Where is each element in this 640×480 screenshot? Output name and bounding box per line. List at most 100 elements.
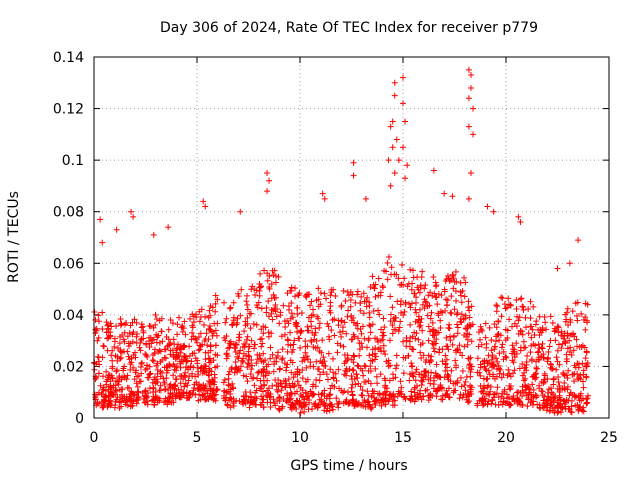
data-point bbox=[268, 281, 275, 288]
data-point bbox=[369, 351, 376, 358]
data-point bbox=[176, 345, 183, 352]
data-point bbox=[354, 288, 361, 295]
data-point bbox=[464, 330, 471, 337]
data-point bbox=[293, 406, 300, 413]
data-point bbox=[384, 259, 391, 266]
data-point bbox=[172, 355, 179, 362]
data-point bbox=[476, 397, 483, 404]
data-point bbox=[104, 335, 111, 342]
data-point bbox=[331, 332, 338, 339]
data-point bbox=[387, 311, 394, 318]
data-point bbox=[327, 385, 334, 392]
data-point bbox=[380, 329, 387, 336]
data-point bbox=[389, 330, 396, 337]
data-point bbox=[251, 345, 258, 352]
outlier-point bbox=[165, 224, 172, 231]
data-point bbox=[536, 382, 543, 389]
data-point bbox=[553, 366, 560, 373]
data-point bbox=[243, 298, 250, 305]
data-point bbox=[327, 299, 334, 306]
data-point bbox=[462, 279, 469, 286]
data-point bbox=[325, 333, 332, 340]
data-point bbox=[553, 354, 560, 361]
data-point bbox=[149, 379, 156, 386]
data-point bbox=[214, 296, 221, 303]
data-point bbox=[210, 357, 217, 364]
data-point bbox=[190, 387, 197, 394]
data-point bbox=[382, 377, 389, 384]
data-point bbox=[506, 370, 513, 377]
data-point bbox=[554, 358, 561, 365]
data-point bbox=[545, 349, 552, 356]
data-point bbox=[99, 309, 106, 316]
data-point bbox=[340, 343, 347, 350]
data-point bbox=[120, 395, 127, 402]
data-point bbox=[241, 340, 248, 347]
data-point bbox=[308, 298, 315, 305]
data-point bbox=[550, 376, 557, 383]
data-point bbox=[522, 375, 529, 382]
data-point bbox=[557, 404, 564, 411]
data-point bbox=[427, 358, 434, 365]
data-point bbox=[453, 297, 460, 304]
data-point bbox=[396, 324, 403, 331]
data-point bbox=[383, 385, 390, 392]
data-point bbox=[271, 267, 278, 274]
data-point bbox=[574, 299, 581, 306]
data-point bbox=[433, 361, 440, 368]
data-point bbox=[550, 381, 557, 388]
data-point bbox=[528, 334, 535, 341]
data-point bbox=[235, 290, 242, 297]
data-point bbox=[510, 348, 517, 355]
data-point bbox=[442, 367, 449, 374]
outlier-point bbox=[202, 203, 209, 210]
data-point bbox=[539, 392, 546, 399]
data-point bbox=[159, 369, 166, 376]
data-point bbox=[520, 338, 527, 345]
data-point bbox=[289, 359, 296, 366]
data-point bbox=[361, 362, 368, 369]
data-point bbox=[199, 392, 206, 399]
data-point bbox=[522, 389, 529, 396]
data-point bbox=[109, 391, 116, 398]
data-point bbox=[486, 371, 493, 378]
data-point bbox=[117, 348, 124, 355]
data-point bbox=[419, 268, 426, 275]
data-point bbox=[428, 309, 435, 316]
data-point bbox=[102, 397, 109, 404]
data-point bbox=[121, 321, 128, 328]
data-point bbox=[438, 396, 445, 403]
data-point bbox=[281, 331, 288, 338]
data-point bbox=[178, 324, 185, 331]
data-point bbox=[532, 321, 539, 328]
data-point bbox=[513, 296, 520, 303]
data-point bbox=[100, 403, 107, 410]
data-point bbox=[188, 336, 195, 343]
data-point bbox=[208, 368, 215, 375]
data-point bbox=[321, 290, 328, 297]
data-point bbox=[397, 388, 404, 395]
data-point bbox=[369, 388, 376, 395]
data-point bbox=[257, 377, 264, 384]
data-point bbox=[358, 392, 365, 399]
data-point bbox=[302, 343, 309, 350]
data-point bbox=[442, 307, 449, 314]
data-point bbox=[182, 331, 189, 338]
data-point bbox=[529, 326, 536, 333]
data-point bbox=[234, 353, 241, 360]
data-point bbox=[525, 382, 532, 389]
data-point bbox=[563, 358, 570, 365]
data-point bbox=[468, 363, 475, 370]
data-point bbox=[372, 335, 379, 342]
data-point bbox=[292, 321, 299, 328]
data-point bbox=[427, 289, 434, 296]
data-point bbox=[223, 333, 230, 340]
data-point bbox=[236, 350, 243, 357]
data-point bbox=[269, 382, 276, 389]
data-point bbox=[452, 268, 459, 275]
data-point bbox=[258, 358, 265, 365]
data-point bbox=[179, 328, 186, 335]
data-point bbox=[432, 388, 439, 395]
data-point bbox=[236, 398, 243, 405]
data-point bbox=[382, 351, 389, 358]
